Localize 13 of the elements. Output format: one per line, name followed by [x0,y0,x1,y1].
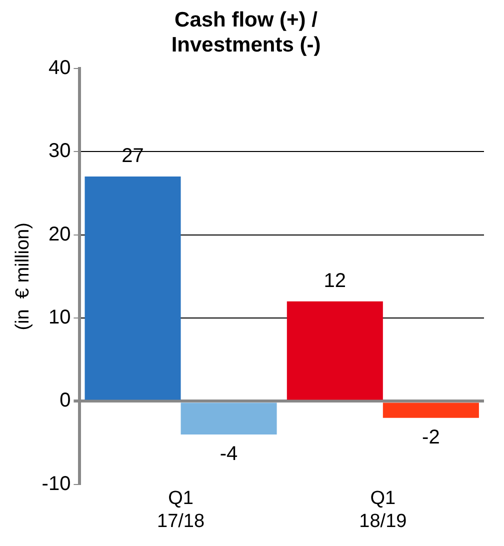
data-label: 12 [324,270,346,292]
data-label: -2 [422,426,440,448]
y-tick-label: 20 [48,223,71,246]
y-tick-label: 10 [48,306,71,329]
y-tick-label: 0 [60,390,71,412]
y-axis-title: (in € million) [12,222,34,330]
y-tick-label: 40 [48,56,71,79]
y-tick-label: 30 [48,140,71,162]
y-tick-label: -10 [42,472,71,495]
chart-title: Cash flow (+) / Investments (-) [171,8,321,57]
x-tick-label: Q1 18/19 [359,488,407,532]
data-label: -4 [220,442,238,465]
x-tick-label: Q1 17/18 [157,488,205,532]
